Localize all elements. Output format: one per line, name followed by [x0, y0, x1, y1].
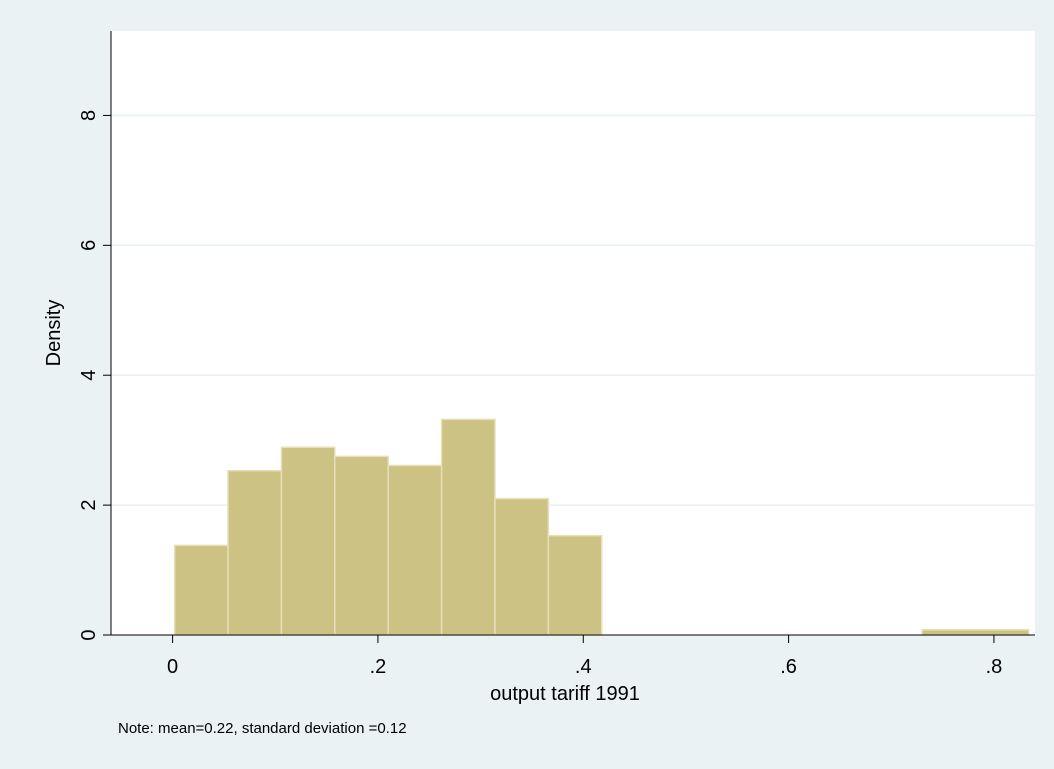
histogram-bar	[173, 544, 229, 636]
y-ticks: 0 2 4 6 8	[78, 110, 111, 641]
histogram-bar	[440, 418, 496, 636]
histogram-bar	[334, 455, 389, 636]
y-tick-label: 6	[78, 240, 100, 251]
histogram-bar	[921, 629, 1030, 636]
chart-note: Note: mean=0.22, standard deviation =0.1…	[118, 720, 407, 737]
y-tick-label: 0	[78, 629, 100, 640]
y-tick-label: 4	[78, 370, 100, 381]
x-tick-label: .2	[370, 656, 387, 678]
histogram-bar	[227, 469, 283, 636]
x-tick-label: 0	[167, 656, 178, 678]
x-tick-label: .4	[575, 656, 592, 678]
histogram-bar	[387, 464, 443, 636]
y-tick-label: 2	[78, 500, 100, 511]
x-tick-label: .6	[780, 656, 797, 678]
histogram-bar	[494, 497, 550, 636]
y-tick-label: 8	[78, 110, 100, 121]
x-tick-label: .8	[986, 656, 1003, 678]
histogram-bar	[547, 534, 603, 636]
x-ticks: 0 .2 .4 .6 .8	[167, 635, 1002, 678]
histogram-bar	[280, 446, 336, 636]
x-axis-title: output tariff 1991	[490, 683, 640, 705]
y-axis-title: Density	[43, 300, 65, 367]
axes	[110, 31, 1035, 636]
